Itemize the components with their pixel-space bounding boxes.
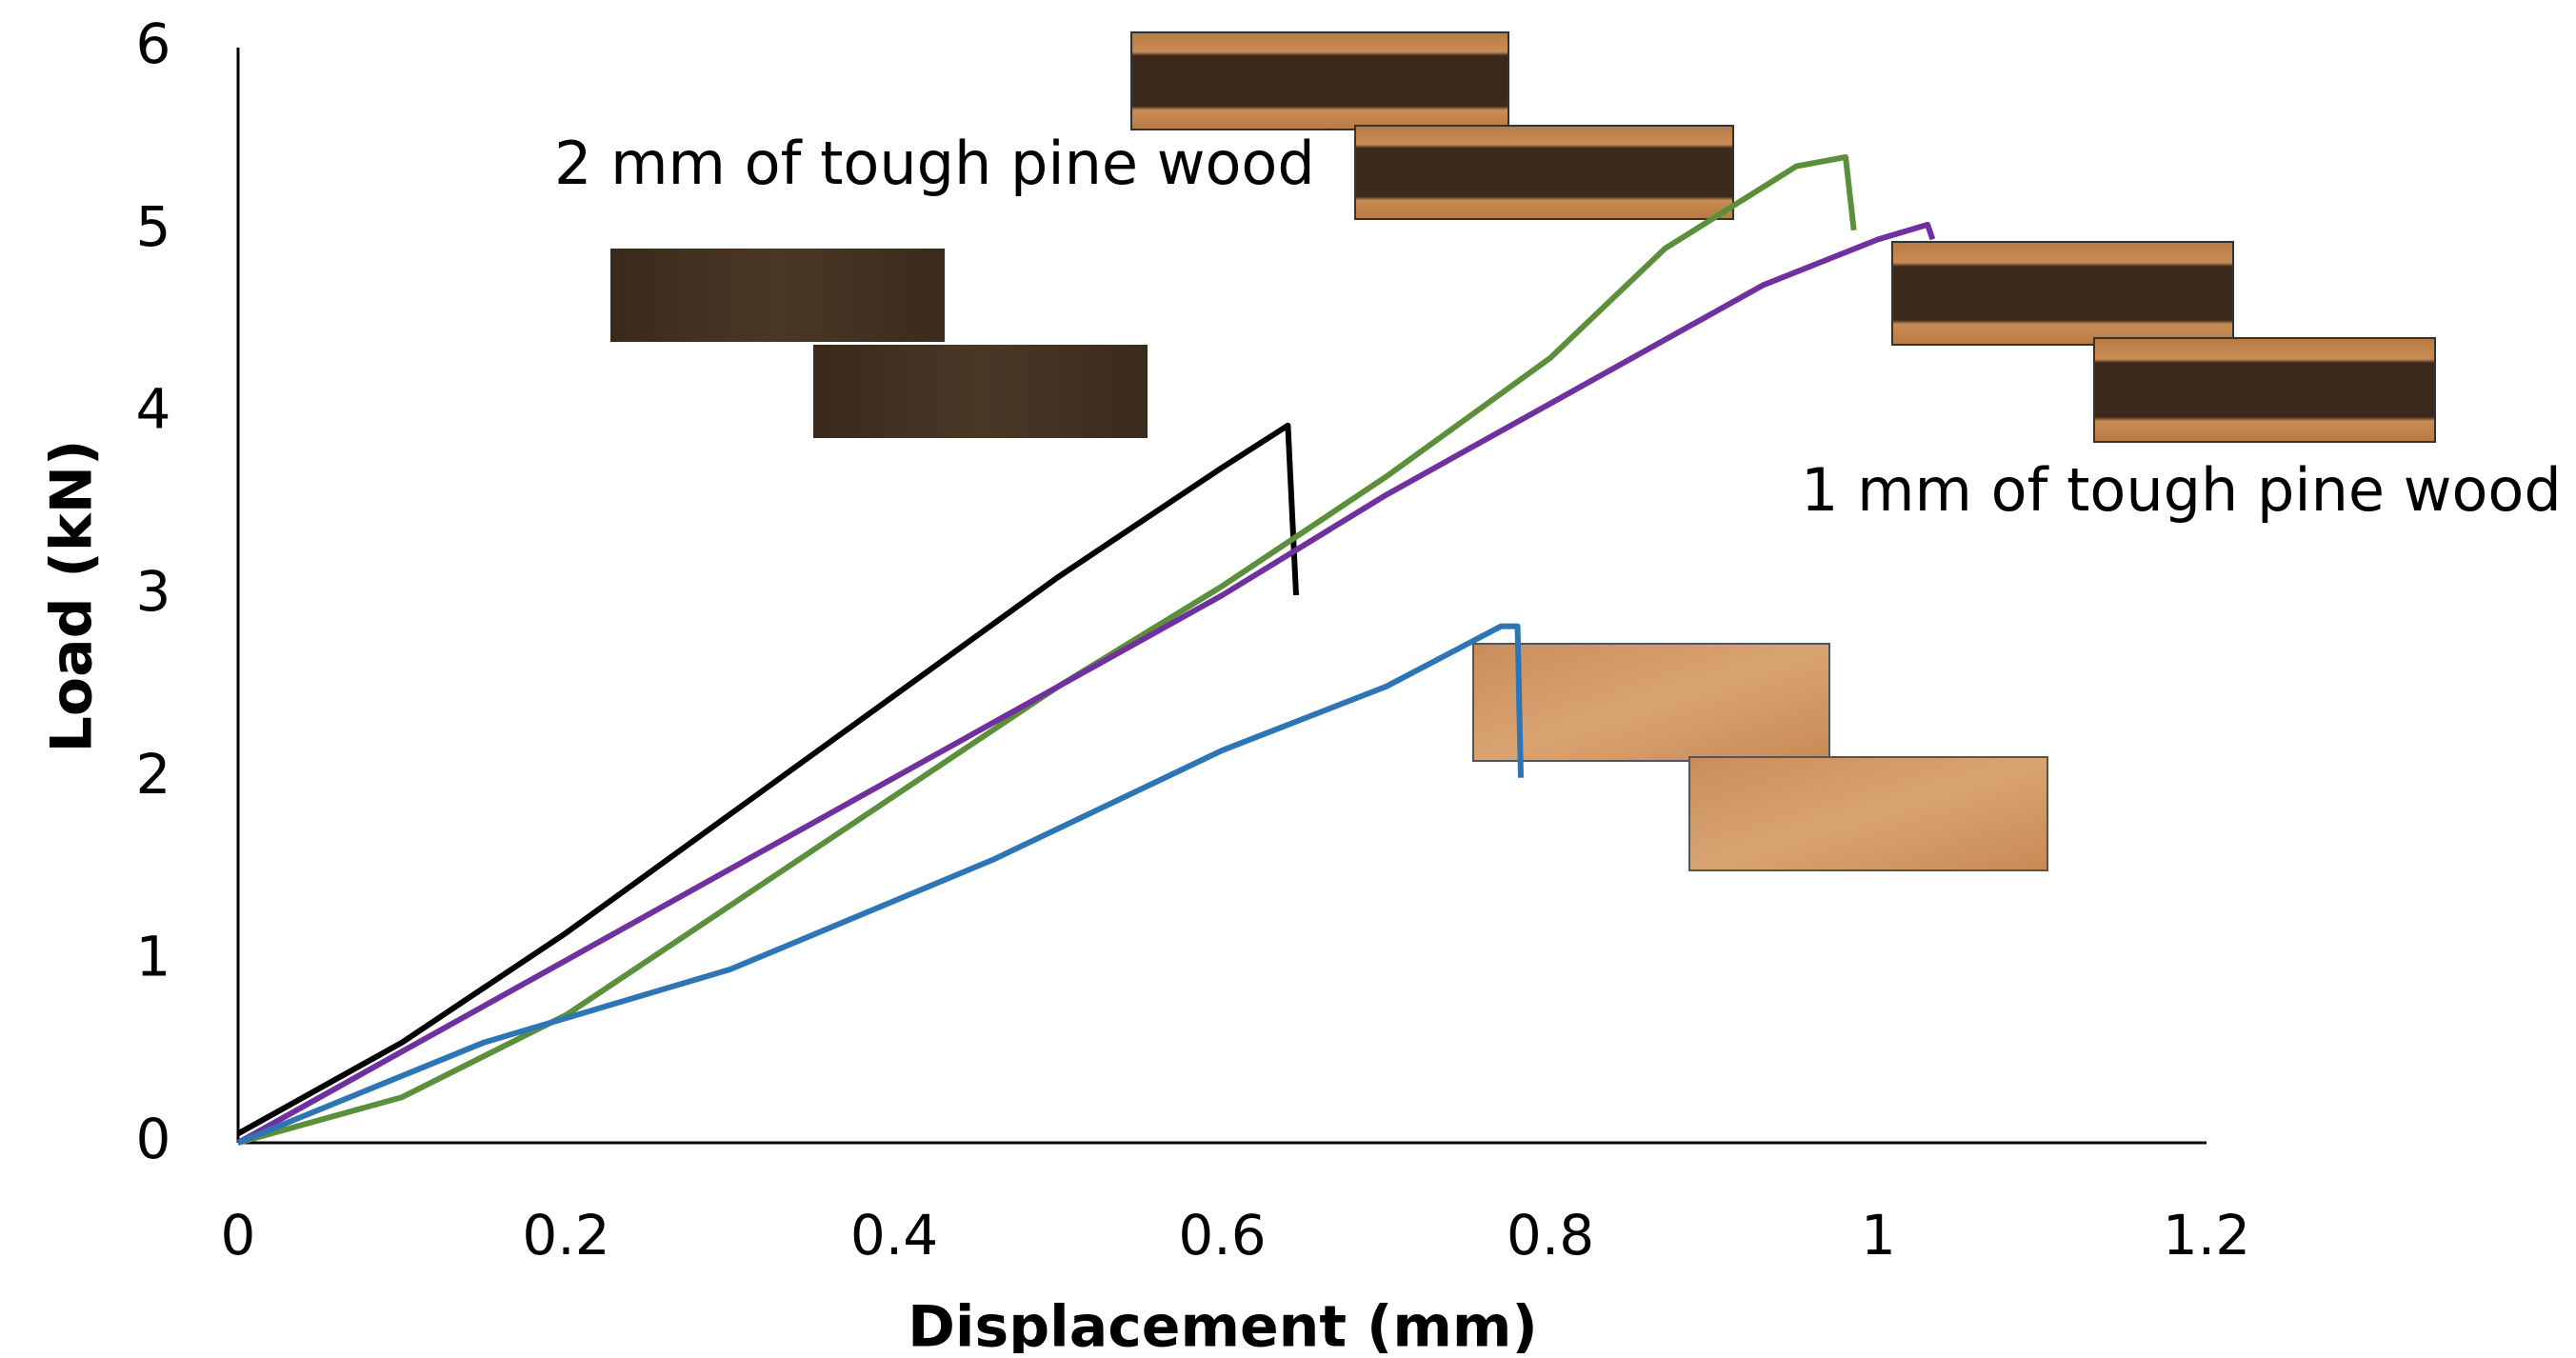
x-tick-label: 1 <box>1861 1203 1896 1268</box>
x-axis-title: Displacement (mm) <box>908 1294 1538 1353</box>
annotation: 1 mm of tough pine wood <box>1801 455 2562 525</box>
y-axis-title: Load (kN) <box>39 440 106 753</box>
x-tick-label: 0 <box>221 1203 256 1268</box>
y-tick-label: 3 <box>136 559 171 624</box>
y-tick-label: 2 <box>136 742 171 807</box>
wood-block <box>1472 643 1830 762</box>
wood-block <box>1354 125 1734 220</box>
data-line <box>236 221 1936 1146</box>
data-line <box>236 623 1524 1146</box>
y-tick-label: 4 <box>136 376 171 441</box>
y-tick-label: 5 <box>136 194 171 259</box>
y-tick-label: 1 <box>136 924 171 989</box>
data-line <box>236 422 1300 1137</box>
wood-block <box>1688 756 2048 871</box>
wood-illustrations <box>610 31 2436 871</box>
x-tick-label: 0.4 <box>850 1203 938 1268</box>
annotation: 2 mm of tough pine wood <box>554 129 1315 198</box>
x-tick-label: 0.2 <box>522 1203 609 1268</box>
wood-block <box>813 345 1148 438</box>
x-tick-label: 0.8 <box>1507 1203 1594 1268</box>
wood-block <box>1130 31 1509 130</box>
wood-block <box>2093 337 2436 443</box>
y-tick-label: 0 <box>136 1107 171 1171</box>
x-tick-label: 1.2 <box>2163 1203 2250 1268</box>
wood-block <box>610 249 945 342</box>
y-tick-label: 6 <box>136 11 171 76</box>
x-tick-label: 0.6 <box>1178 1203 1266 1268</box>
wood-block <box>1891 241 2234 346</box>
data-line <box>237 154 1857 1146</box>
